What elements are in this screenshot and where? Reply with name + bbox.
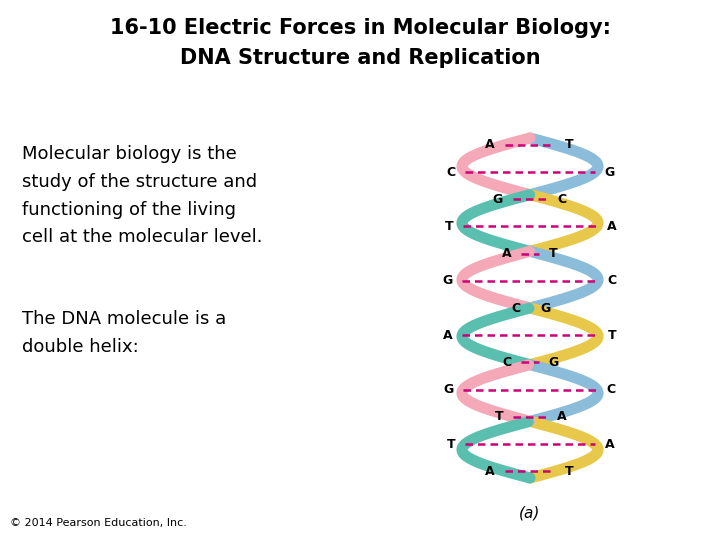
- Text: The DNA molecule is a
double helix:: The DNA molecule is a double helix:: [22, 310, 226, 356]
- Text: C: C: [446, 165, 455, 179]
- Text: G: G: [442, 274, 452, 287]
- Text: T: T: [565, 138, 574, 151]
- Text: © 2014 Pearson Education, Inc.: © 2014 Pearson Education, Inc.: [10, 518, 187, 528]
- Text: Molecular biology is the
study of the structure and
functioning of the living
ce: Molecular biology is the study of the st…: [22, 145, 263, 246]
- Text: C: C: [503, 356, 511, 369]
- Text: T: T: [495, 410, 503, 423]
- Text: G: G: [492, 193, 503, 206]
- Text: A: A: [557, 410, 567, 423]
- Text: T: T: [549, 247, 557, 260]
- Text: T: T: [446, 437, 455, 450]
- Text: C: C: [608, 274, 617, 287]
- Text: A: A: [443, 329, 452, 342]
- Text: A: A: [605, 437, 614, 450]
- Text: (a): (a): [519, 506, 541, 521]
- Text: G: G: [605, 165, 615, 179]
- Text: A: A: [485, 465, 495, 478]
- Text: A: A: [485, 138, 495, 151]
- Text: 16-10 Electric Forces in Molecular Biology:: 16-10 Electric Forces in Molecular Biolo…: [109, 18, 611, 38]
- Text: G: G: [549, 356, 559, 369]
- Text: T: T: [444, 220, 453, 233]
- Text: C: C: [511, 301, 520, 314]
- Text: G: G: [540, 301, 550, 314]
- Text: DNA Structure and Replication: DNA Structure and Replication: [180, 48, 540, 68]
- Text: C: C: [607, 383, 616, 396]
- Text: T: T: [608, 329, 616, 342]
- Text: A: A: [502, 247, 511, 260]
- Text: T: T: [565, 465, 574, 478]
- Text: G: G: [443, 383, 453, 396]
- Text: A: A: [607, 220, 616, 233]
- Text: C: C: [557, 193, 566, 206]
